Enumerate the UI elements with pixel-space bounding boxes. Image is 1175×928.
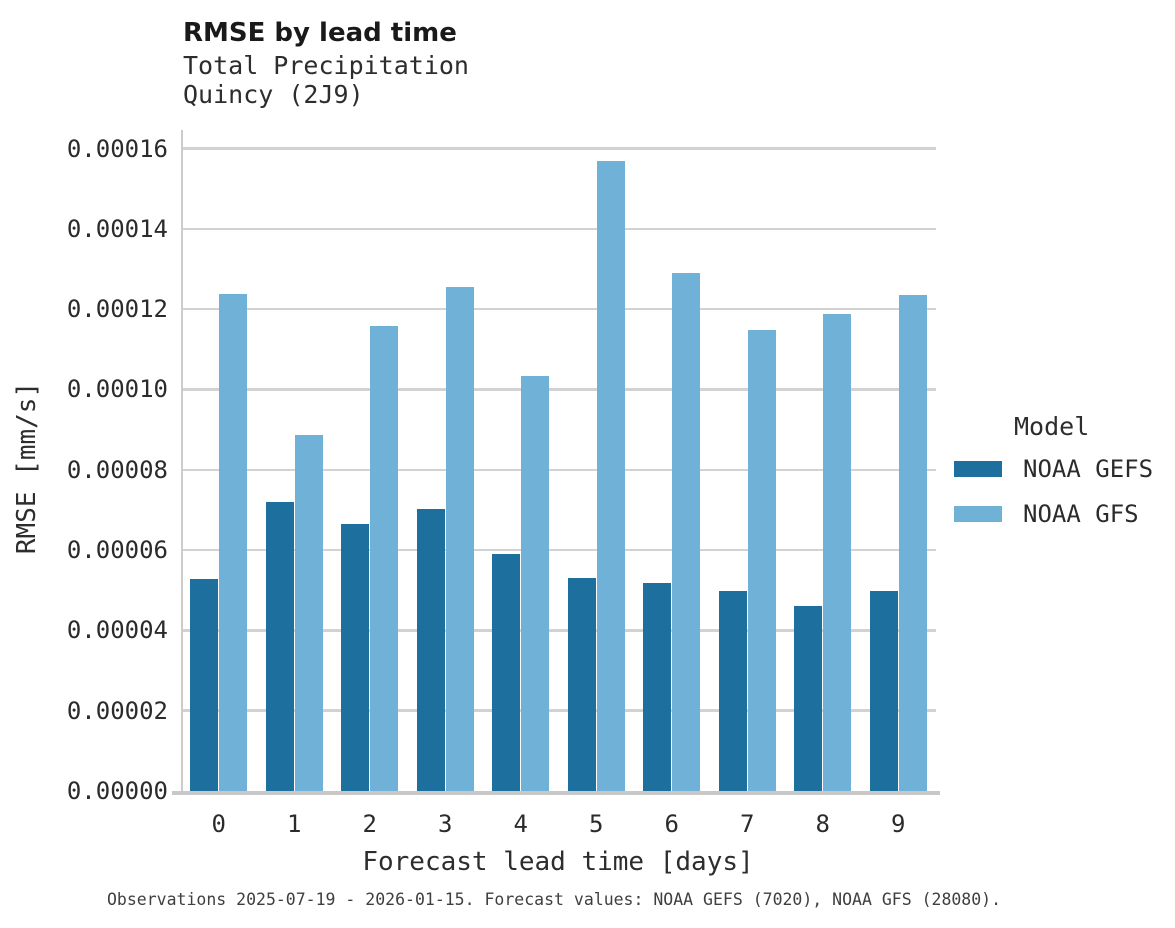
y-tick-label: 0.00014	[66, 214, 168, 243]
y-tick-label: 0.00002	[66, 696, 168, 725]
bar-noaa-gfs-lead-7	[747, 330, 776, 791]
legend-item-noaa-gefs: NOAA GEFS	[954, 455, 1153, 483]
bar-noaa-gefs-lead-9	[869, 591, 898, 791]
gridline-y-0.00014	[181, 227, 936, 231]
x-tick-label: 4	[513, 810, 528, 838]
bar-noaa-gfs-lead-9	[898, 295, 927, 791]
bar-noaa-gefs-lead-1	[265, 502, 294, 791]
bar-noaa-gfs-lead-0	[219, 294, 248, 791]
y-tick-label: 0.00008	[66, 455, 168, 484]
legend-swatch-noaa-gfs	[954, 506, 1002, 522]
y-tick-label: 0.00010	[66, 375, 168, 404]
x-tick-label: 1	[287, 810, 302, 838]
bar-noaa-gfs-lead-3	[445, 287, 474, 791]
y-tick-label: 0.00004	[66, 616, 168, 645]
bar-noaa-gefs-lead-6	[643, 583, 672, 791]
y-tick-label: 0.00000	[66, 777, 168, 805]
legend-label-noaa-gefs: NOAA GEFS	[1023, 455, 1154, 483]
y-tick-label: 0.00016	[66, 134, 168, 163]
y-tick-label: 0.00012	[66, 295, 168, 324]
y-tick-label: 0.00006	[66, 536, 168, 565]
gridline-y-0.00002	[181, 709, 936, 712]
gridline-y-0.00016	[181, 147, 936, 150]
bar-noaa-gefs-lead-7	[718, 591, 747, 791]
bar-noaa-gefs-lead-3	[416, 508, 445, 791]
bar-noaa-gefs-lead-0	[190, 579, 219, 791]
bar-noaa-gfs-lead-6	[672, 272, 701, 791]
x-tick-label: 0	[211, 810, 226, 838]
x-tick-label: 5	[589, 810, 604, 838]
bar-noaa-gfs-lead-8	[823, 313, 852, 791]
chart-subtitle-station: Quincy (2J9)	[183, 80, 364, 109]
bar-noaa-gfs-lead-4	[521, 375, 550, 791]
bar-noaa-gefs-lead-2	[341, 523, 370, 791]
gridline-y-0.00004	[181, 629, 936, 632]
y-axis-spine	[180, 130, 183, 793]
bar-noaa-gfs-lead-1	[294, 435, 323, 791]
gridline-y-0.00006	[181, 548, 936, 552]
legend-swatch-noaa-gefs	[954, 461, 1002, 477]
bar-noaa-gfs-lead-2	[370, 325, 399, 791]
x-tick-label: 6	[664, 810, 679, 838]
footer-caption: Observations 2025-07-19 - 2026-01-15. Fo…	[107, 890, 1002, 909]
gridline-y-0.0001	[181, 388, 936, 391]
legend: Model NOAA GEFS NOAA GFS	[954, 412, 1153, 545]
legend-item-noaa-gfs: NOAA GFS	[954, 500, 1153, 528]
x-tick-label: 8	[815, 810, 830, 838]
bar-noaa-gefs-lead-4	[492, 554, 521, 791]
bar-noaa-gefs-lead-5	[567, 578, 596, 791]
x-tick-label: 2	[362, 810, 377, 838]
legend-title: Model	[1014, 412, 1090, 441]
legend-label-noaa-gfs: NOAA GFS	[1023, 500, 1139, 528]
x-axis-label: Forecast lead time [days]	[362, 847, 754, 877]
x-axis-line	[172, 791, 940, 795]
x-tick-label: 9	[891, 810, 906, 838]
gridline-y-0.00008	[181, 468, 936, 471]
bar-noaa-gfs-lead-5	[596, 161, 625, 791]
bar-noaa-gefs-lead-8	[794, 606, 823, 791]
x-tick-label: 7	[740, 810, 755, 838]
gridline-y-0.00012	[181, 307, 936, 311]
x-tick-label: 3	[438, 810, 453, 838]
chart-title: RMSE by lead time	[183, 18, 457, 48]
chart-subtitle-variable: Total Precipitation	[183, 51, 469, 80]
